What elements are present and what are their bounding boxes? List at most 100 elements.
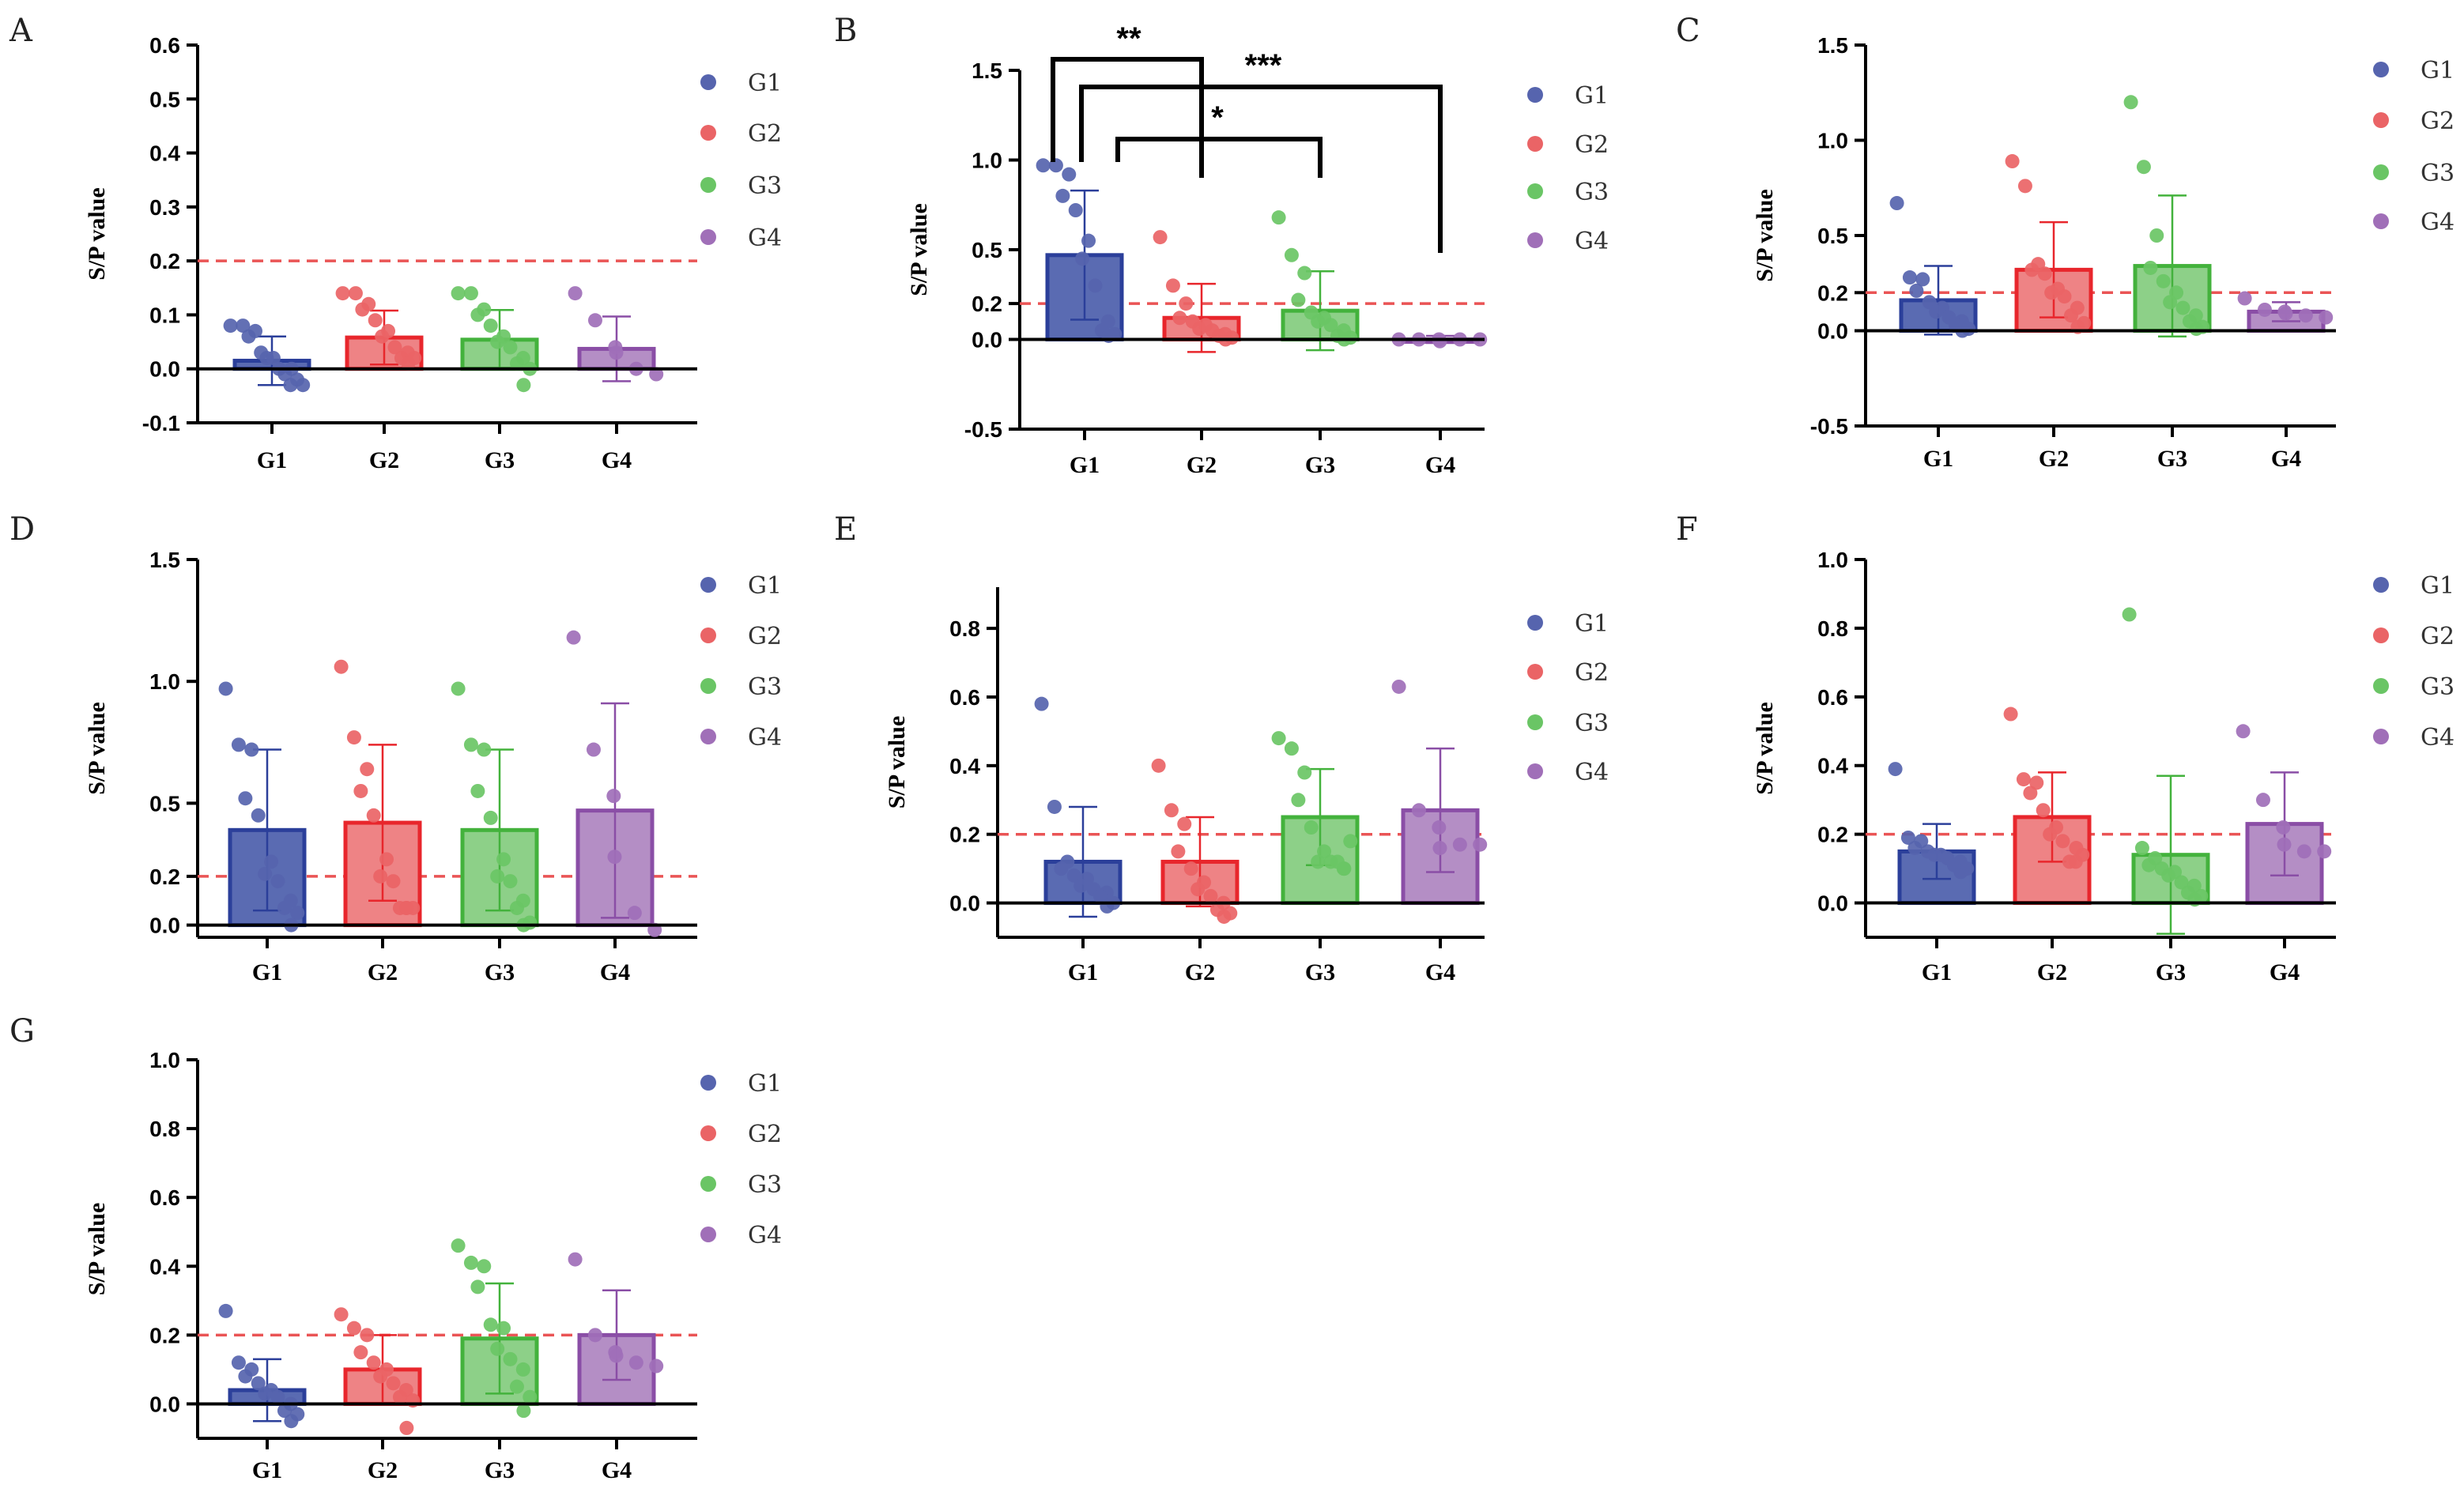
data-point-g3 (496, 852, 511, 867)
data-point-g4 (609, 345, 624, 360)
data-point-g2 (1172, 311, 1187, 326)
data-point-g1 (277, 367, 292, 382)
panel-d: D 0.0 0.2 0.5 1.0 1.5 S/P value G1 G2 G3 G4 G1 G2 G3 G… (9, 511, 782, 985)
data-point-g1 (1047, 799, 1062, 814)
legend-marker-g2 (700, 125, 716, 141)
x-tick-label: G1 (257, 447, 287, 473)
x-tick-label: G4 (1425, 959, 1455, 985)
data-point-g1 (244, 742, 259, 757)
data-point-g4 (1432, 841, 1447, 856)
data-point-g4 (2278, 306, 2293, 321)
data-point-g3 (1317, 844, 1332, 859)
data-point-g4 (587, 1328, 602, 1343)
data-point-g1 (259, 351, 274, 366)
y-axis-label: S/P value (84, 1203, 110, 1296)
significance-label: *** (1245, 48, 1282, 83)
data-point-g1 (1900, 830, 1915, 845)
data-point-g2 (346, 730, 361, 745)
data-point-g3 (509, 900, 524, 915)
data-point-g2 (360, 1328, 375, 1343)
legend-marker-g3 (700, 177, 716, 193)
y-tick-label: 1.0 (1817, 129, 1848, 153)
significance-bracket (1079, 85, 1443, 253)
data-point-g2 (399, 900, 414, 915)
x-tick-label: G4 (602, 1457, 632, 1483)
y-tick-label: 1.0 (972, 149, 1002, 173)
x-tick-label: G3 (485, 1457, 515, 1483)
data-point-g1 (251, 808, 266, 823)
data-point-g4 (568, 1252, 583, 1267)
legend-label: G2 (748, 623, 782, 650)
data-point-g3 (451, 681, 466, 696)
data-point-g1 (231, 1355, 246, 1370)
data-point-g2 (399, 1420, 414, 1435)
data-point-g1 (1909, 283, 1924, 298)
data-point-g3 (470, 783, 485, 798)
panel-letter: G (9, 1013, 35, 1049)
data-point-g4 (2257, 302, 2272, 317)
data-point-g1 (1074, 878, 1089, 893)
legend-marker-g4 (700, 229, 716, 245)
legend-marker-g1 (1527, 615, 1543, 631)
y-tick-label: 0.0 (149, 1392, 180, 1416)
data-point-g1 (1929, 304, 1944, 319)
data-point-g3 (503, 340, 518, 355)
legend-marker-g4 (700, 1227, 716, 1242)
data-point-g4 (1411, 803, 1426, 818)
data-point-g4 (2319, 310, 2334, 325)
data-point-g2 (1190, 882, 1206, 897)
x-tick-label: G1 (1068, 959, 1098, 985)
legend-marker-g3 (1527, 714, 1543, 730)
data-point-g1 (270, 1389, 285, 1404)
data-point-g1 (1907, 841, 1923, 856)
legend-marker-g3 (700, 1176, 716, 1192)
legend-label: G1 (748, 572, 782, 600)
x-tick-label: G1 (1923, 446, 1953, 472)
legend-marker-g2 (1527, 136, 1543, 152)
data-point-g3 (463, 737, 478, 752)
data-point-g2 (386, 1376, 401, 1391)
data-point-g2 (373, 1369, 388, 1384)
y-tick-label: 0.6 (1817, 685, 1848, 710)
y-tick-label: 0.8 (1817, 616, 1848, 641)
data-point-g1 (251, 1376, 266, 1391)
x-tick-label: G3 (485, 959, 515, 985)
data-point-g4 (628, 1355, 643, 1370)
legend-label: G3 (748, 172, 782, 200)
legend-marker-g3 (700, 678, 716, 694)
data-point-g1 (1062, 167, 1077, 182)
panel-a: A -0.1 0.0 0.1 0.2 0.3 0.4 0.5 0.6 S/P value G1 G2 G… (9, 13, 782, 473)
significance-label: ** (1116, 21, 1141, 56)
y-tick-label: 0.4 (1817, 754, 1848, 778)
legend-label: G1 (748, 70, 782, 97)
data-point-g2 (2063, 308, 2078, 323)
panel-letter: E (834, 511, 857, 548)
data-point-g4 (2255, 793, 2270, 808)
data-point-g2 (334, 1307, 349, 1322)
legend-marker-g2 (700, 1125, 716, 1141)
data-point-g3 (516, 378, 531, 393)
data-point-g1 (1902, 270, 1917, 285)
data-point-g2 (1177, 816, 1192, 831)
data-point-g3 (515, 1362, 530, 1377)
x-tick-label: G3 (1305, 959, 1335, 985)
panel-g: G 0.0 0.2 0.4 0.6 0.8 1.0 S/P value G1 G2 G3 G4 G1 G2… (9, 1013, 782, 1483)
data-point-g3 (509, 1379, 524, 1394)
data-point-g3 (2136, 160, 2151, 175)
data-point-g2 (392, 1389, 407, 1404)
data-point-g2 (2044, 285, 2059, 300)
legend-label: G3 (2421, 673, 2455, 701)
legend-label: G4 (748, 724, 782, 752)
y-tick-label: 1.5 (1817, 33, 1848, 58)
data-point-g4 (2276, 820, 2291, 835)
data-point-g3 (1343, 834, 1358, 849)
legend-label: G4 (748, 1222, 782, 1249)
x-tick-label: G1 (252, 1457, 282, 1483)
data-point-g2 (353, 783, 368, 798)
panel-e: E 0.0 0.2 0.4 0.6 0.8 S/P value G1 G2 G3 G4 G1 G2 G3 G… (834, 511, 1609, 985)
legend-label: G2 (2421, 107, 2455, 135)
data-point-g1 (290, 906, 305, 921)
y-tick-label: 1.5 (149, 548, 180, 572)
y-tick-label: 0.5 (149, 87, 180, 111)
data-point-g2 (373, 869, 388, 884)
